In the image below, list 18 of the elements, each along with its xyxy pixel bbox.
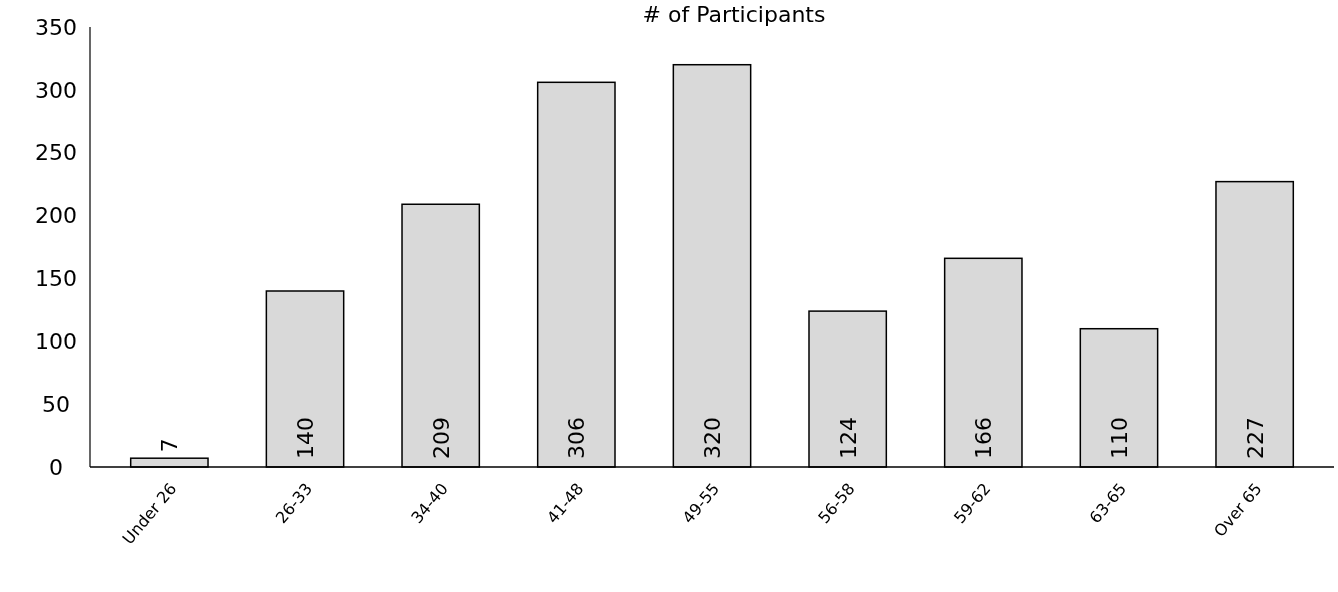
data-label: 140 [293, 417, 319, 459]
data-label: 320 [700, 417, 725, 459]
data-label: 227 [1242, 417, 1268, 459]
chart-title: # of Participants [642, 2, 826, 27]
y-tick-label: 300 [35, 77, 77, 103]
y-tick-label: 100 [35, 328, 77, 354]
data-label: 306 [564, 417, 590, 459]
y-tick-label: 50 [42, 391, 70, 417]
y-tick-label: 200 [35, 203, 77, 229]
data-label: 110 [1106, 417, 1132, 459]
data-label: 7 [157, 438, 183, 453]
data-label: 124 [835, 417, 861, 459]
data-label: 166 [971, 417, 997, 459]
data-label: 209 [428, 417, 454, 459]
y-tick-label: 350 [35, 14, 77, 40]
y-tick-label: 0 [49, 454, 63, 480]
y-tick-label: 250 [35, 140, 77, 166]
y-tick-label: 150 [35, 266, 77, 292]
